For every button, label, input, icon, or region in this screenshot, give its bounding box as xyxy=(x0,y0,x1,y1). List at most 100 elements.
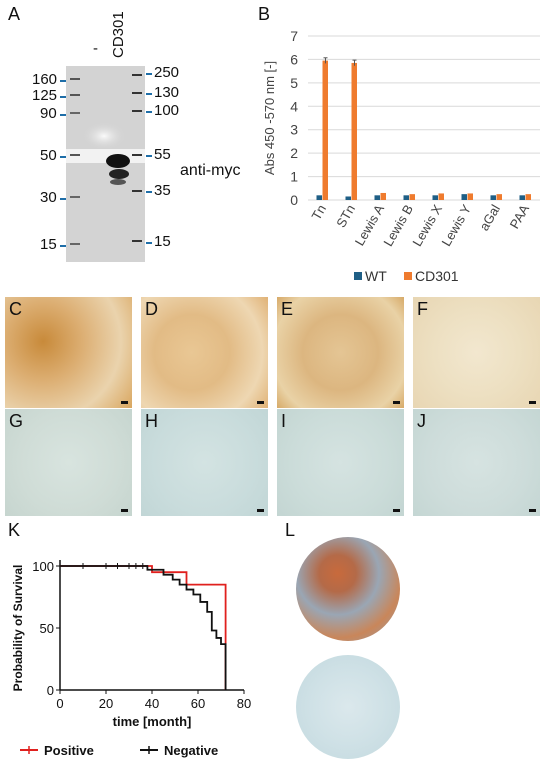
survival-curve-negative xyxy=(60,565,227,690)
bar-cd301-agal xyxy=(496,194,502,200)
legend-swatch-cd301 xyxy=(404,272,412,280)
y-tick-label: 6 xyxy=(290,51,298,67)
marker-tick xyxy=(146,111,152,113)
marker-left-160: 160 xyxy=(32,71,58,88)
y-tick-label: 50 xyxy=(40,621,54,636)
ihc-tile-d: D xyxy=(141,297,268,408)
panel-label-k: K xyxy=(8,520,21,540)
survival-curve-positive xyxy=(60,565,227,690)
x-tick-label: 80 xyxy=(237,696,251,711)
marker-left-50: 50 xyxy=(40,147,57,164)
marker-right-250: 250 xyxy=(154,64,180,81)
x-tick-label: 0 xyxy=(56,696,63,711)
scale-bar xyxy=(257,509,264,512)
x-tick-label: 60 xyxy=(191,696,205,711)
y-tick-label: 7 xyxy=(290,28,298,44)
marker-left-15: 15 xyxy=(40,236,57,253)
tissue-core-positive xyxy=(296,537,400,641)
marker-tick xyxy=(60,198,66,200)
bar-cd301-paa xyxy=(525,194,531,200)
y-tick-label: 0 xyxy=(290,192,298,208)
scale-bar xyxy=(257,401,264,404)
ihc-tile-i: I xyxy=(277,409,404,516)
legend-label-wt: WT xyxy=(365,268,387,284)
x-tick-label: STn xyxy=(333,202,358,230)
panel-label-b: B xyxy=(258,4,271,24)
x-tick-label: aGal xyxy=(476,202,503,233)
bar-cd301-lewis-x xyxy=(438,193,444,200)
ihc-tile-g: G xyxy=(5,409,132,516)
bar-cd301-stn xyxy=(351,62,357,200)
marker-right-100: 100 xyxy=(154,102,180,119)
bar-cd301-lewis-b xyxy=(409,194,415,200)
marker-tick xyxy=(60,114,66,116)
ihc-tile-h: H xyxy=(141,409,268,516)
scale-bar xyxy=(393,401,400,404)
bar-wt-lewis-b xyxy=(403,195,409,200)
tile-label-h: H xyxy=(145,411,158,431)
blot-membrane xyxy=(66,66,145,262)
bar-wt-stn xyxy=(345,196,351,200)
bar-wt-tn xyxy=(316,195,322,200)
x-tick-label: PAA xyxy=(507,202,533,231)
bar-wt-lewis-a xyxy=(374,195,380,200)
marker-tick xyxy=(60,96,66,98)
bar-wt-lewis-y xyxy=(461,194,467,200)
antibody-label: anti-myc xyxy=(180,162,241,179)
scale-bar xyxy=(121,401,128,404)
marker-tick xyxy=(146,155,152,157)
y-tick-label: 5 xyxy=(290,75,298,91)
ihc-tile-j: J xyxy=(413,409,540,516)
legend-label-cd301: CD301 xyxy=(415,268,459,284)
scale-bar xyxy=(121,509,128,512)
bar-cd301-lewis-y xyxy=(467,193,473,200)
legend-swatch-wt xyxy=(354,272,362,280)
y-axis-label: Abs 450 -570 nm [-] xyxy=(262,61,277,175)
bar-wt-agal xyxy=(490,195,496,200)
y-tick-label: 2 xyxy=(290,145,298,161)
ihc-tile-c: C xyxy=(5,297,132,408)
marker-left-30: 30 xyxy=(40,189,57,206)
marker-tick xyxy=(60,80,66,82)
tile-label-e: E xyxy=(281,299,294,319)
y-tick-label: 100 xyxy=(32,559,54,574)
bar-cd301-tn xyxy=(322,60,328,200)
tile-label-c: C xyxy=(9,299,22,319)
ihc-tile-f: F xyxy=(413,297,540,408)
tile-label-g: G xyxy=(9,411,24,431)
x-tick-label: 20 xyxy=(99,696,113,711)
marker-right-35: 35 xyxy=(154,182,171,199)
tissue-core-negative xyxy=(296,655,400,759)
x-axis-label: time [month] xyxy=(113,714,192,729)
marker-right-55: 55 xyxy=(154,146,171,163)
y-tick-label: 1 xyxy=(290,169,298,185)
y-tick-label: 3 xyxy=(290,122,298,138)
ihc-tile-e: E xyxy=(277,297,404,408)
scale-bar xyxy=(529,509,536,512)
tile-label-f: F xyxy=(417,299,428,319)
y-tick-label: 0 xyxy=(47,683,54,698)
marker-tick xyxy=(146,191,152,193)
tile-label-i: I xyxy=(281,411,287,431)
scale-bar xyxy=(529,401,536,404)
scale-bar xyxy=(393,509,400,512)
marker-tick xyxy=(146,73,152,75)
marker-right-15: 15 xyxy=(154,233,171,250)
lane-label-negative: - xyxy=(93,40,98,57)
legend-label-positive: Positive xyxy=(44,743,94,758)
panel-label-a: A xyxy=(8,4,21,24)
x-tick-label: Tn xyxy=(309,202,330,223)
marker-right-130: 130 xyxy=(154,84,180,101)
x-tick-label: 40 xyxy=(145,696,159,711)
marker-tick xyxy=(146,242,152,244)
marker-left-125: 125 xyxy=(32,87,58,104)
y-axis-label: Probability of Survival xyxy=(11,565,25,692)
survival-chart: 0 50 100 0 20 40 60 80 time [month] Probability o… xyxy=(11,559,251,758)
legend-label-negative: Negative xyxy=(164,743,218,758)
marker-tick xyxy=(60,156,66,158)
panel-label-l: L xyxy=(285,520,296,540)
lane-label-cd301: CD301 xyxy=(110,11,127,58)
bar-wt-paa xyxy=(519,195,525,200)
tile-label-j: J xyxy=(417,411,426,431)
